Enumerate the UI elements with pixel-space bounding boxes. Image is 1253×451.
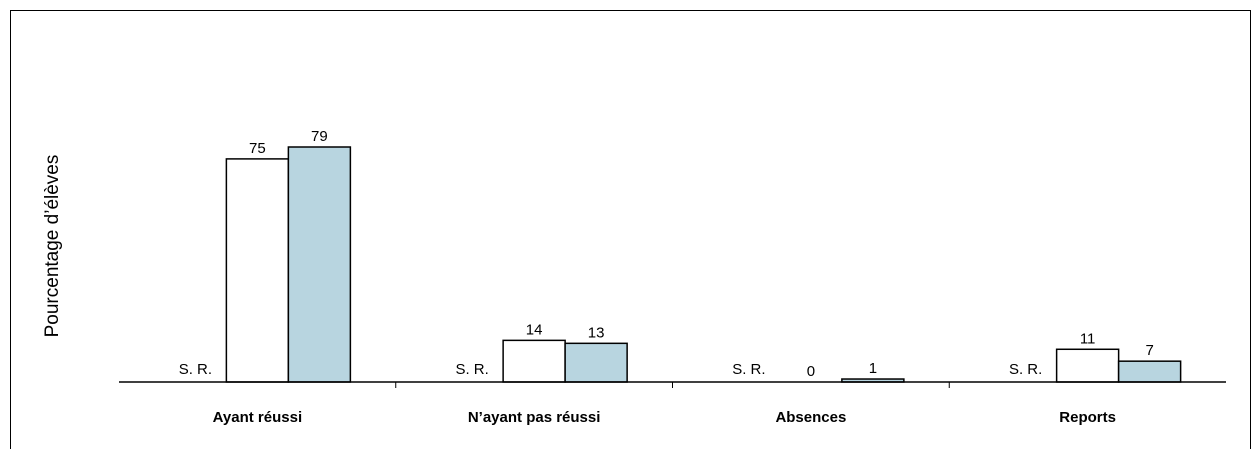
x-tick-label: Ayant réussi — [213, 409, 302, 426]
data-label: 75 — [249, 140, 266, 157]
data-label: S. R. — [1009, 361, 1042, 378]
data-label: 79 — [311, 128, 328, 145]
data-label: 7 — [1145, 342, 1153, 359]
bar — [564, 342, 628, 383]
bar — [225, 158, 290, 383]
x-tick-label: Absences — [775, 409, 846, 426]
data-label: 1 — [869, 360, 877, 377]
data-label: S. R. — [455, 361, 488, 378]
data-label: 0 — [807, 363, 815, 380]
bar — [1055, 348, 1120, 383]
x-tick-label: N’ayant pas réussi — [468, 409, 601, 426]
data-label: 11 — [1080, 330, 1096, 347]
data-label: 13 — [588, 324, 605, 341]
data-label: S. R. — [179, 361, 212, 378]
bar — [502, 339, 566, 383]
x-tick-label: Reports — [1059, 409, 1116, 426]
chart-frame — [10, 10, 1251, 449]
y-axis-label: Pourcentage d’élèves — [42, 155, 63, 338]
bar — [287, 146, 352, 383]
bar — [1117, 360, 1182, 383]
data-label: S. R. — [732, 361, 765, 378]
data-label: 14 — [526, 321, 543, 338]
